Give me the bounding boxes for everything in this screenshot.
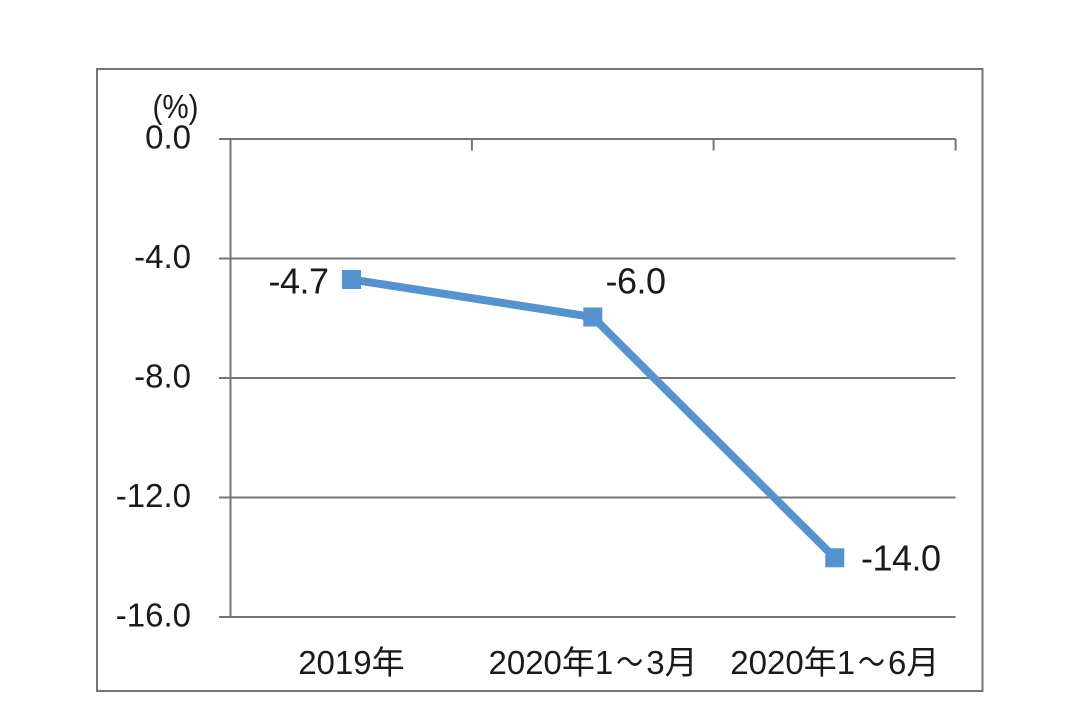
svg-text:-6.0: -6.0 — [606, 261, 666, 302]
svg-text:(%): (%) — [153, 88, 199, 125]
svg-text:2020: 2020 — [730, 644, 803, 681]
svg-text:1: 1 — [595, 644, 613, 681]
svg-text:6: 6 — [888, 644, 906, 681]
svg-text:-8.0: -8.0 — [134, 358, 191, 395]
svg-text:2020: 2020 — [489, 644, 562, 681]
svg-text:3: 3 — [646, 644, 664, 681]
svg-text:2019: 2019 — [298, 644, 371, 681]
svg-text:-14.0: -14.0 — [861, 538, 941, 579]
svg-text:-12.0: -12.0 — [116, 477, 191, 514]
svg-text:-4.0: -4.0 — [134, 238, 191, 275]
svg-text:1: 1 — [837, 644, 855, 681]
svg-text:-16.0: -16.0 — [116, 597, 191, 634]
svg-text:-4.7: -4.7 — [268, 261, 328, 302]
svg-text:0.0: 0.0 — [145, 119, 191, 156]
